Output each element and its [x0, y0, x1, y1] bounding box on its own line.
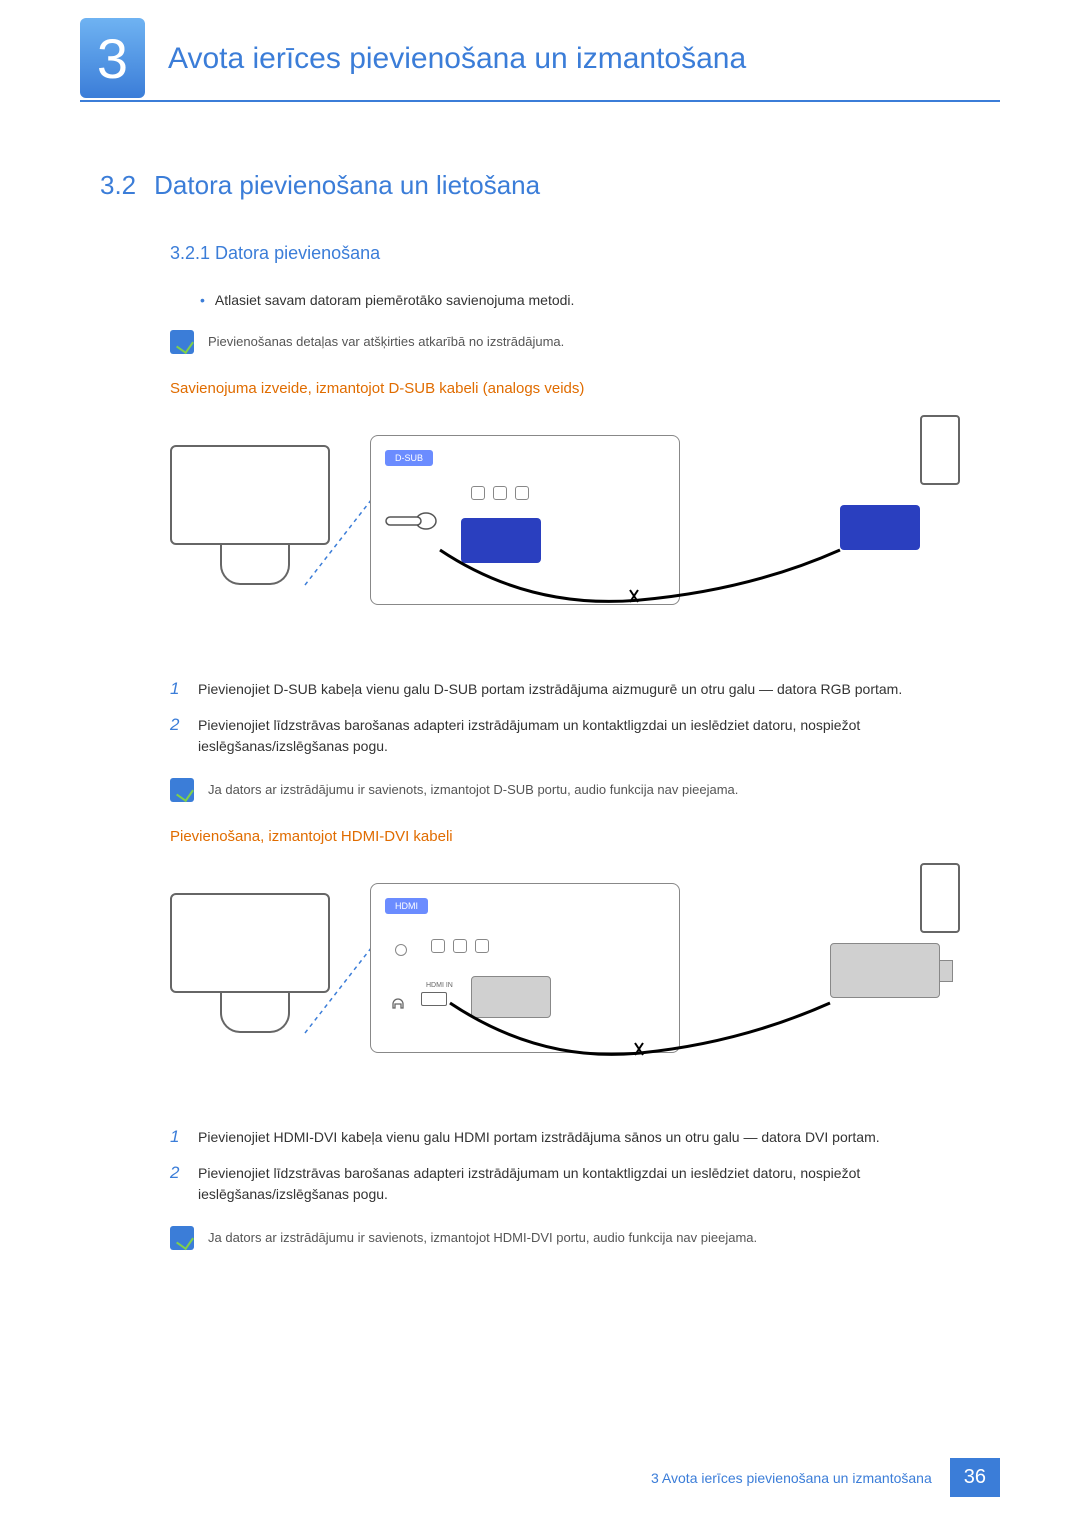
plug-icon: [381, 506, 441, 536]
cable-curve: [430, 540, 850, 620]
cable-curve: [440, 993, 840, 1073]
port-label-hdmi: HDMI: [385, 898, 428, 914]
bullet-item: • Atlasiet savam datoram piemērotāko sav…: [200, 292, 980, 308]
step-text: Pievienojiet līdzstrāvas barošanas adapt…: [198, 715, 980, 758]
section-title: Datora pievienošana un lietošana: [154, 170, 540, 201]
note-text: Pievienošanas detaļas var atšķirties atk…: [208, 330, 564, 349]
note-text: Ja dators ar izstrādājumu ir savienots, …: [208, 1226, 757, 1245]
footer-text: 3 Avota ierīces pievienošana un izmantoš…: [651, 1470, 950, 1486]
step-row: 2 Pievienojiet līdzstrāvas barošanas ada…: [170, 1163, 980, 1206]
note-icon: [170, 330, 194, 354]
header: 3 Avota ierīces pievienošana un izmantoš…: [0, 0, 1080, 110]
diagram-dsub: D-SUB: [170, 415, 980, 655]
header-divider: [80, 100, 1000, 102]
pc-tower: [920, 863, 960, 933]
chapter-number: 3: [97, 26, 128, 91]
dashed-line: [300, 490, 380, 590]
connection-a-heading: Savienojuma izveide, izmantojot D-SUB ka…: [170, 380, 980, 397]
note-1: Pievienošanas detaļas var atšķirties atk…: [170, 330, 980, 354]
note-icon: [170, 778, 194, 802]
bullet-text: Atlasiet savam datoram piemērotāko savie…: [215, 292, 575, 308]
note-icon: [170, 1226, 194, 1250]
dashed-line: [300, 938, 380, 1038]
step-text: Pievienojiet HDMI-DVI kabeļa vienu galu …: [198, 1127, 880, 1149]
note-a: Ja dators ar izstrādājumu ir savienots, …: [170, 778, 980, 802]
bullet-dot-icon: •: [200, 292, 205, 308]
headphone-icon: [391, 994, 405, 1010]
dvi-connector: [830, 943, 940, 998]
step-number: 2: [170, 1163, 184, 1206]
step-row: 1 Pievienojiet HDMI-DVI kabeļa vienu gal…: [170, 1127, 980, 1149]
chapter-badge: 3: [80, 18, 145, 98]
connection-b-heading: Pievienošana, izmantojot HDMI-DVI kabeli: [170, 828, 980, 845]
content-area: 3.2 Datora pievienošana un lietošana 3.2…: [0, 110, 1080, 1250]
step-number: 1: [170, 679, 184, 701]
steps-a: 1 Pievienojiet D-SUB kabeļa vienu galu D…: [170, 679, 980, 758]
step-number: 2: [170, 715, 184, 758]
subsection-heading: 3.2.1 Datora pievienošana: [170, 243, 980, 264]
note-text: Ja dators ar izstrādājumu ir savienots, …: [208, 778, 738, 797]
step-text: Pievienojiet D-SUB kabeļa vienu galu D-S…: [198, 679, 902, 701]
diagram-hdmi: HDMI HDMI IN: [170, 863, 980, 1103]
hdmi-in-label: HDMI IN: [426, 982, 453, 989]
chapter-title: Avota ierīces pievienošana un izmantošan…: [168, 42, 746, 76]
note-b: Ja dators ar izstrādājumu ir savienots, …: [170, 1226, 980, 1250]
footer-page: 36: [950, 1458, 1000, 1497]
step-row: 2 Pievienojiet līdzstrāvas barošanas ada…: [170, 715, 980, 758]
pc-tower: [920, 415, 960, 485]
section-heading: 3.2 Datora pievienošana un lietošana: [100, 170, 980, 201]
dsub-connector-pc: [840, 505, 920, 550]
footer: 3 Avota ierīces pievienošana un izmantoš…: [651, 1458, 1000, 1497]
step-number: 1: [170, 1127, 184, 1149]
step-row: 1 Pievienojiet D-SUB kabeļa vienu galu D…: [170, 679, 980, 701]
step-text: Pievienojiet līdzstrāvas barošanas adapt…: [198, 1163, 980, 1206]
steps-b: 1 Pievienojiet HDMI-DVI kabeļa vienu gal…: [170, 1127, 980, 1206]
subsection-label: 3.2.1 Datora pievienošana: [170, 243, 380, 263]
port-label-dsub: D-SUB: [385, 450, 433, 466]
section-number: 3.2: [100, 170, 136, 201]
